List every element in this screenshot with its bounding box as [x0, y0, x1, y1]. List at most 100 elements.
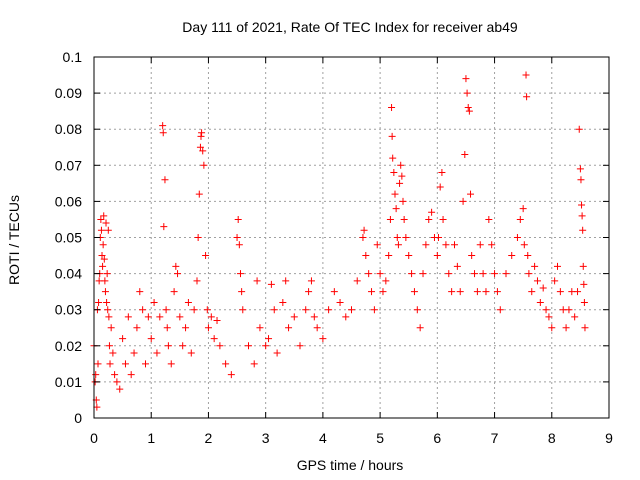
x-tick-label: 3 — [262, 430, 270, 446]
data-point — [398, 172, 406, 180]
data-point — [376, 270, 384, 278]
y-tick-label: 0 — [74, 410, 82, 426]
data-point — [493, 288, 501, 296]
data-point — [467, 190, 475, 198]
data-point — [302, 306, 310, 314]
data-point — [179, 342, 187, 350]
data-point — [436, 183, 444, 191]
data-point — [95, 298, 103, 306]
data-point — [174, 270, 182, 278]
data-point — [571, 313, 579, 321]
x-axis-label: GPS time / hours — [297, 457, 404, 473]
data-point — [336, 298, 344, 306]
chart-title: Day 111 of 2021, Rate Of TEC Index for r… — [182, 19, 518, 35]
data-point — [101, 288, 109, 296]
data-point — [385, 252, 393, 260]
data-point — [520, 241, 528, 249]
data-point — [273, 349, 281, 357]
data-point — [245, 342, 252, 350]
data-point — [202, 252, 210, 260]
x-tick-label: 0 — [90, 430, 98, 446]
data-point — [574, 288, 582, 296]
data-point — [105, 313, 113, 321]
y-tick-label: 0.09 — [55, 85, 82, 101]
data-point — [216, 342, 224, 350]
data-point — [116, 385, 124, 393]
data-point — [442, 241, 450, 249]
x-tick-label: 6 — [433, 430, 441, 446]
data-point — [422, 241, 430, 249]
data-point — [270, 306, 278, 314]
data-point — [99, 241, 107, 249]
data-point — [463, 89, 471, 97]
data-point — [433, 252, 441, 260]
data-point — [172, 262, 180, 270]
data-point — [580, 298, 588, 306]
data-point — [100, 212, 108, 220]
data-point — [92, 371, 100, 379]
data-point — [468, 252, 476, 260]
data-point — [548, 324, 556, 332]
data-point — [159, 122, 167, 130]
data-point — [439, 215, 447, 223]
y-tick-label: 0.06 — [55, 193, 82, 209]
data-point — [267, 280, 275, 288]
data-point — [579, 226, 587, 234]
data-point — [565, 306, 573, 314]
data-point — [97, 226, 105, 234]
data-point — [196, 143, 204, 151]
data-point — [313, 324, 321, 332]
data-point — [106, 360, 114, 368]
data-point — [236, 270, 244, 278]
data-point — [100, 255, 108, 263]
data-point — [389, 154, 397, 162]
data-point — [342, 313, 350, 321]
y-tick-label: 0.08 — [55, 121, 82, 137]
data-point — [167, 360, 175, 368]
data-point — [190, 306, 198, 314]
data-point — [200, 161, 208, 169]
data-point — [144, 313, 152, 321]
data-point — [305, 288, 313, 296]
data-point — [119, 335, 127, 343]
data-point — [453, 262, 461, 270]
data-point — [388, 104, 396, 112]
data-point — [393, 234, 401, 241]
data-point — [282, 277, 290, 285]
data-point — [130, 349, 138, 357]
data-point — [227, 371, 235, 379]
data-point — [391, 190, 399, 198]
data-point — [319, 335, 327, 343]
data-point — [250, 360, 258, 368]
data-point — [197, 132, 205, 140]
y-tick-label: 0.02 — [55, 338, 82, 354]
data-point — [402, 234, 410, 241]
data-point — [239, 306, 247, 314]
data-point — [465, 107, 473, 115]
data-point — [362, 252, 370, 260]
data-point — [104, 226, 112, 234]
data-point — [105, 342, 113, 350]
data-point — [370, 306, 378, 314]
data-point — [207, 313, 215, 321]
data-point — [438, 169, 446, 177]
data-point — [325, 306, 333, 314]
data-point — [213, 317, 221, 325]
data-point — [99, 262, 107, 270]
data-point — [413, 306, 421, 314]
x-tick-label: 7 — [491, 430, 499, 446]
data-point — [159, 129, 167, 137]
data-point — [485, 215, 493, 223]
x-tick-label: 2 — [205, 430, 213, 446]
data-point — [388, 132, 396, 140]
x-tick-label: 1 — [147, 430, 155, 446]
data-point — [405, 252, 413, 260]
data-point — [133, 324, 141, 332]
data-point — [233, 234, 241, 241]
data-point — [136, 288, 144, 296]
data-point — [419, 270, 427, 278]
data-point — [142, 360, 149, 368]
data-point — [235, 241, 243, 249]
x-tick-label: 4 — [319, 430, 327, 446]
data-point — [194, 234, 202, 241]
